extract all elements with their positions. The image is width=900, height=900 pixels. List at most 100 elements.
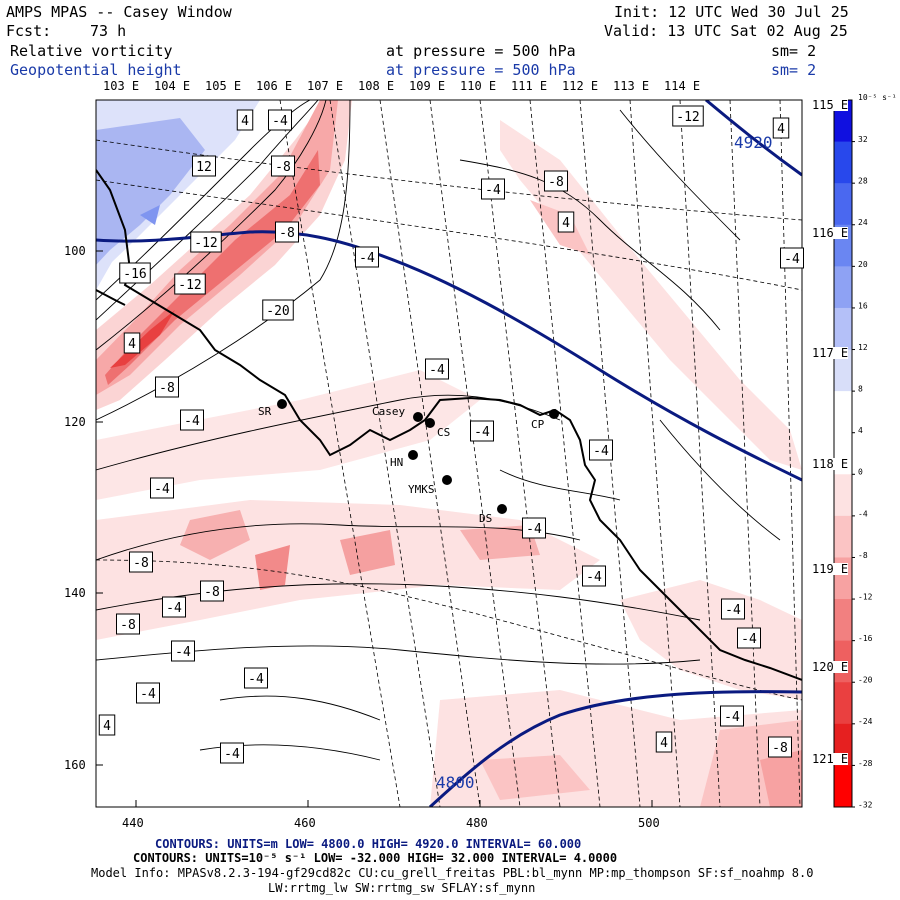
colorbar-swatch xyxy=(834,391,852,434)
station-label: SR xyxy=(258,405,272,418)
axis-ticks xyxy=(96,250,653,807)
colorbar-label: 28 xyxy=(858,177,868,186)
vorticity-label-text: -4 xyxy=(784,252,800,267)
plot-frame xyxy=(95,99,803,808)
vorticity-contour-label: -4 xyxy=(171,640,195,662)
vorticity-contour-label: 12 xyxy=(192,155,216,177)
vorticity-label-text: -12 xyxy=(676,110,699,125)
vorticity-label-box xyxy=(192,155,216,177)
negative-vorticity-patch xyxy=(255,545,290,590)
negative-vorticity-patch xyxy=(760,750,802,807)
vorticity-label-box xyxy=(425,358,449,380)
positive-vorticity-area xyxy=(96,118,205,265)
vorticity-contour-label: -4 xyxy=(780,247,804,269)
vorticity-label-text: -8 xyxy=(120,618,136,633)
colorbar-swatch xyxy=(834,682,852,725)
colorbar-swatch xyxy=(834,599,852,642)
right-longitude-label: 121 E xyxy=(812,752,849,766)
top-longitude-label: 112 E xyxy=(562,79,599,93)
vorticity-label-box xyxy=(768,736,792,758)
vorticity-label-box xyxy=(236,109,254,131)
vorticity-contour-label: -4 xyxy=(180,409,204,431)
vorticity-label-text: -4 xyxy=(224,747,240,762)
init-time: Init: 12 UTC Wed 30 Jul 25 xyxy=(614,3,849,21)
top-longitude-label: 109 E xyxy=(409,79,446,93)
vorticity-label-box xyxy=(720,705,744,727)
colorbar-label: -12 xyxy=(858,592,873,601)
colorbar-label: -8 xyxy=(858,551,868,560)
vorticity-label-text: -12 xyxy=(194,236,217,251)
vorticity-label-box xyxy=(174,273,206,295)
vorticity-contour-label: -4 xyxy=(470,420,494,442)
height-contour-label: 4920 xyxy=(734,133,773,152)
x-tick-label: 460 xyxy=(294,816,316,830)
vorticity-label-box xyxy=(119,262,151,284)
vorticity-contour-label: -12 xyxy=(672,105,704,127)
map-title: AMPS MPAS -- Casey Window xyxy=(6,3,232,21)
vorticity-contour-label: -8 xyxy=(271,155,295,177)
vorticity-contour-label: -8 xyxy=(129,551,153,573)
vorticity-contour-label: -8 xyxy=(155,376,179,398)
colorbar-label: -16 xyxy=(858,634,873,643)
vorticity-label-text: 4 xyxy=(660,736,668,751)
vorticity-label-text: -4 xyxy=(593,444,609,459)
vorticity-contour-label: -4 xyxy=(355,246,379,268)
graticule-lines xyxy=(96,100,802,807)
vorticity-contour-label: -4 xyxy=(425,358,449,380)
vorticity-label-box xyxy=(98,714,116,736)
station-marker xyxy=(408,450,418,460)
vorticity-label-box xyxy=(150,477,174,499)
negative-vorticity-patch xyxy=(460,525,540,560)
vorticity-label-text: -4 xyxy=(429,363,445,378)
vorticity-label-text: 4 xyxy=(562,216,570,231)
vorticity-label-box xyxy=(470,420,494,442)
field1-level: at pressure = 500 hPa xyxy=(386,42,576,60)
vorticity-label-box xyxy=(180,409,204,431)
top-longitude-label: 110 E xyxy=(460,79,497,93)
vorticity-label-text: -4 xyxy=(175,645,191,660)
colorbar-label: -32 xyxy=(858,800,873,809)
top-longitude-label: 107 E xyxy=(307,79,344,93)
colorbar-label: -4 xyxy=(858,509,868,518)
vorticity-label-box xyxy=(200,580,224,602)
colorbar-swatch xyxy=(834,515,852,558)
right-longitude-label: 118 E xyxy=(812,457,849,471)
vorticity-label-text: 4 xyxy=(241,114,249,129)
right-longitude-label: 115 E xyxy=(812,98,849,112)
station-marker xyxy=(497,504,507,514)
colorbar-label: 0 xyxy=(858,468,863,477)
colorbar-swatch xyxy=(834,349,852,392)
vorticity-label-text: -4 xyxy=(485,183,501,198)
vorticity-label-text: -4 xyxy=(248,672,264,687)
top-longitude-label: 104 E xyxy=(154,79,191,93)
vorticity-label-text: -4 xyxy=(474,425,490,440)
vorticity-label-text: -4 xyxy=(154,482,170,497)
top-longitude-label: 105 E xyxy=(205,79,242,93)
vorticity-label-box xyxy=(190,231,222,253)
vorticity-label-text: -8 xyxy=(548,175,564,190)
x-tick-label: 440 xyxy=(122,816,144,830)
coastline-segment xyxy=(96,289,126,306)
vorticity-contour-label: -4 xyxy=(582,565,606,587)
height-contour-4800 xyxy=(428,690,802,807)
vorticity-label-text: -4 xyxy=(741,632,757,647)
vorticity-contour-label: -4 xyxy=(136,682,160,704)
top-longitude-label: 103 E xyxy=(103,79,140,93)
vorticity-label-text: -8 xyxy=(159,381,175,396)
vorticity-label-box xyxy=(271,155,295,177)
colorbar-label: 8 xyxy=(858,385,863,394)
top-longitude-label: 108 E xyxy=(358,79,395,93)
vorticity-label-box xyxy=(275,221,299,243)
model-info: Model Info: MPASv8.2.3-194-gf29cd82c CU:… xyxy=(91,866,814,880)
vorticity-contour-label: -4 xyxy=(737,627,761,649)
station-label: CP xyxy=(531,418,545,431)
right-longitude-label: 119 E xyxy=(812,562,849,576)
vorticity-label-box xyxy=(262,299,294,321)
vorticity-label-box xyxy=(129,551,153,573)
vorticity-contour-label: -8 xyxy=(544,170,568,192)
vorticity-contour-label: -20 xyxy=(262,299,294,321)
station-label: DS xyxy=(479,512,492,525)
station-marker xyxy=(549,409,559,419)
vorticity-label-box xyxy=(136,682,160,704)
vorticity-label-text: -4 xyxy=(586,570,602,585)
